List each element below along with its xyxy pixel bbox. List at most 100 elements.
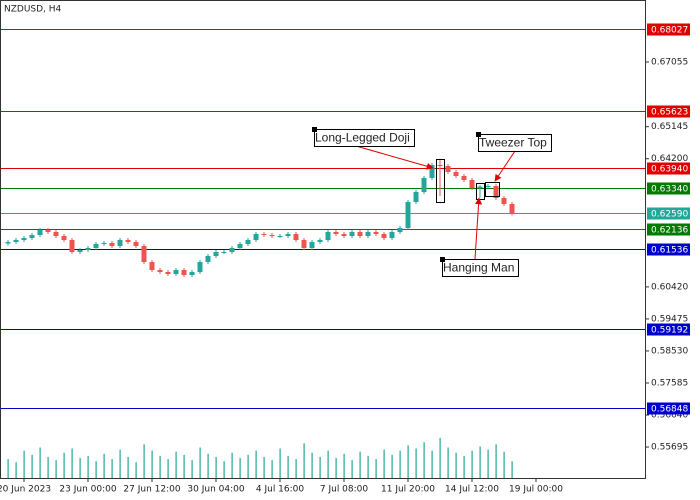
x-tick-label: 23 Jun 00:00 <box>59 485 116 495</box>
candle-body <box>421 178 427 192</box>
volume-bar <box>63 452 65 478</box>
volume-bar <box>271 460 273 478</box>
candle-body <box>165 272 171 274</box>
candle-body <box>301 240 307 248</box>
level-price-box <box>647 207 690 220</box>
annotation-arrows <box>355 145 516 260</box>
candle-body <box>45 230 51 232</box>
volume-bar <box>263 456 265 478</box>
volume-bar <box>487 449 489 478</box>
candle-body <box>213 252 219 256</box>
candle-body <box>117 240 123 246</box>
volume-bar <box>15 462 17 478</box>
volume-bar <box>239 458 241 478</box>
candle-body <box>237 244 243 248</box>
arrow <box>474 197 483 260</box>
candle-body <box>493 186 499 198</box>
candle-body <box>5 242 11 244</box>
volume-bar <box>79 458 81 478</box>
volume-bar <box>375 459 377 478</box>
volume-bar <box>175 451 177 478</box>
x-tick-label: 30 Jun 04:00 <box>187 485 244 495</box>
volume-bar <box>223 461 225 478</box>
candle-body <box>101 242 107 244</box>
candle-body <box>197 262 203 272</box>
x-tick-label: 27 Jun 12:00 <box>123 485 180 495</box>
y-tick-label: 0.58530 <box>651 346 688 356</box>
volume-bar <box>207 453 209 478</box>
candle-body <box>85 248 91 250</box>
level-price-label: 0.62590 <box>651 210 688 220</box>
anchor <box>440 257 445 262</box>
volume-bar <box>367 455 369 478</box>
candle-body <box>285 234 291 236</box>
level-price-label: 0.68027 <box>651 26 688 36</box>
candle-body <box>381 234 387 238</box>
volume-bar <box>95 461 97 478</box>
volume-bar <box>55 460 57 478</box>
candle-body <box>349 232 355 236</box>
label-box <box>478 134 552 152</box>
candle-body <box>389 232 395 238</box>
tweezer-box <box>485 182 500 197</box>
candle-body <box>93 244 99 248</box>
candle-body <box>205 256 211 262</box>
level-price-box <box>647 243 690 256</box>
level-price-label: 0.56848 <box>651 405 688 415</box>
volume-bar <box>191 460 193 478</box>
annotation-labels: Long-Legged Doji Tweezer Top Hanging Man <box>312 127 552 277</box>
y-tick-label: 0.57585 <box>651 378 688 388</box>
volume-bar <box>119 449 121 478</box>
candle-body <box>261 234 267 236</box>
candle-body <box>453 172 459 176</box>
volume-bar <box>439 438 441 478</box>
volume-bar <box>183 454 185 478</box>
y-tick-label: 0.56640 <box>651 411 688 421</box>
candle-body <box>501 198 507 204</box>
candle-body <box>293 234 299 240</box>
candle-body <box>29 235 35 238</box>
volume-bar <box>303 443 305 478</box>
y-tick-label: 0.59475 <box>651 314 688 324</box>
volume-bar <box>343 453 345 478</box>
x-tick-label: 11 Jul 20:00 <box>381 485 435 495</box>
y-tick-label: 0.60420 <box>651 282 688 292</box>
volume-bar <box>135 462 137 478</box>
candle-body <box>365 232 371 236</box>
volume-bar <box>279 448 281 478</box>
volume-bar <box>399 450 401 478</box>
level-price-box <box>647 323 690 336</box>
candle-body <box>429 164 435 178</box>
levels <box>1 29 645 409</box>
volume-bar <box>511 461 513 478</box>
volume-bar <box>7 459 9 478</box>
level-price-label: 0.65623 <box>651 108 688 118</box>
annotation: Long-Legged Doji <box>315 131 410 145</box>
candle-body <box>133 242 139 246</box>
volume-bar <box>471 450 473 478</box>
x-tick-label: 20 Jun 2023 <box>0 485 51 495</box>
arrow <box>355 145 434 170</box>
volume-bar <box>391 454 393 478</box>
volume-bar <box>47 456 49 478</box>
level-price-label: 0.63340 <box>651 185 688 195</box>
level-price-label: 0.61536 <box>651 246 688 256</box>
volume-bar <box>87 455 89 478</box>
candle-body <box>77 250 83 252</box>
candle-body <box>69 240 75 252</box>
volume-bar <box>415 448 417 478</box>
axes: 0.67055 0.65145 0.64200 0.60420 0.59475 0.585… <box>0 23 690 495</box>
volume-bar <box>111 459 113 478</box>
x-tick-label: 19 Jul 00:00 <box>509 485 563 495</box>
volume-bar <box>455 452 457 478</box>
level-price-box <box>647 105 690 118</box>
anchor <box>312 127 317 132</box>
volume-bar <box>327 450 329 478</box>
label-box <box>314 129 415 147</box>
volume-bar <box>71 448 73 478</box>
level-price-box <box>647 162 690 175</box>
level-price-label: 0.63940 <box>651 165 688 175</box>
candle-body <box>189 272 195 276</box>
candle-body <box>229 248 235 252</box>
